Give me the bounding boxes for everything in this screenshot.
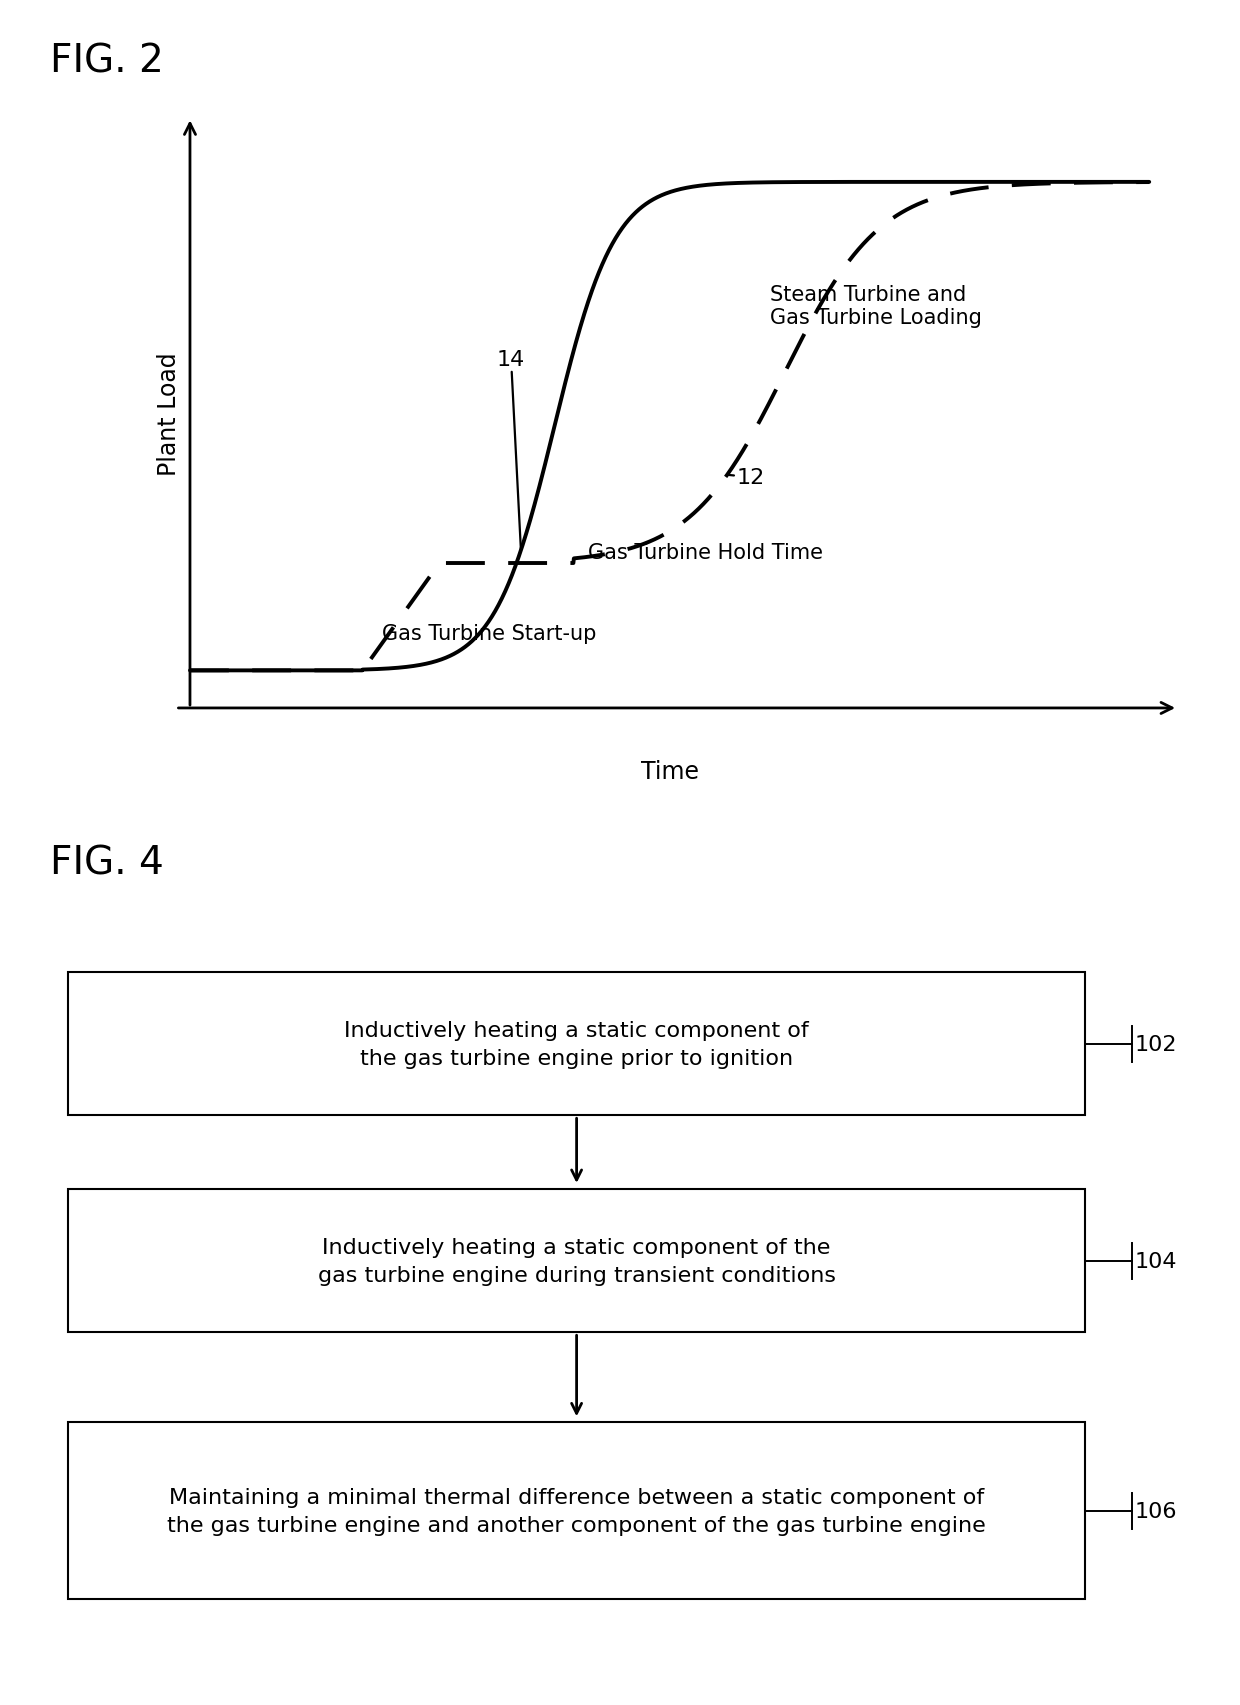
Text: Time: Time xyxy=(641,759,698,784)
Text: Gas Turbine Start-up: Gas Turbine Start-up xyxy=(382,624,596,643)
Text: 106: 106 xyxy=(1135,1500,1177,1521)
Text: 104: 104 xyxy=(1135,1251,1177,1270)
Text: FIG. 2: FIG. 2 xyxy=(50,43,164,80)
Text: Inductively heating a static component of
the gas turbine engine prior to igniti: Inductively heating a static component o… xyxy=(345,1020,808,1067)
Text: 12: 12 xyxy=(727,467,765,488)
Text: Plant Load: Plant Load xyxy=(157,351,181,476)
Bar xyxy=(68,1190,1085,1333)
Bar xyxy=(68,1422,1085,1599)
Text: 102: 102 xyxy=(1135,1035,1177,1054)
Text: Maintaining a minimal thermal difference between a static component of
the gas t: Maintaining a minimal thermal difference… xyxy=(167,1487,986,1534)
Text: 14: 14 xyxy=(497,350,526,551)
Text: Gas Turbine Hold Time: Gas Turbine Hold Time xyxy=(588,542,823,563)
Bar xyxy=(68,972,1085,1115)
Text: FIG. 4: FIG. 4 xyxy=(50,844,164,881)
Text: Steam Turbine and
Gas Turbine Loading: Steam Turbine and Gas Turbine Loading xyxy=(770,285,982,327)
Text: Inductively heating a static component of the
gas turbine engine during transien: Inductively heating a static component o… xyxy=(317,1238,836,1286)
